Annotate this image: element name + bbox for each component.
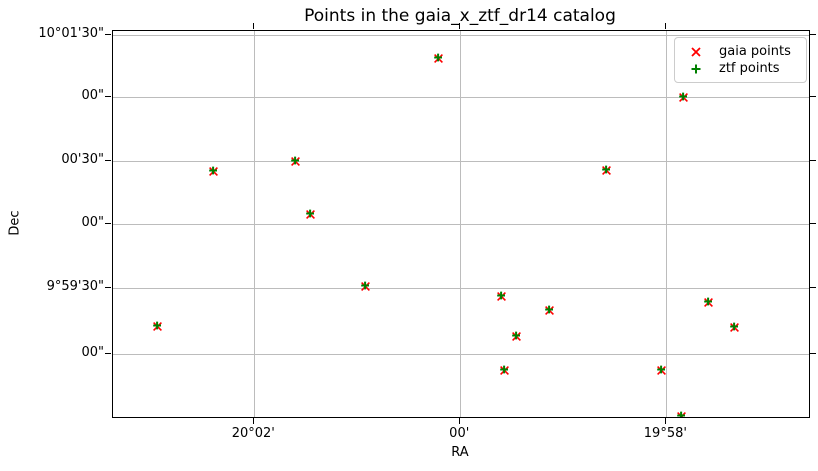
data-point-marker (433, 53, 443, 64)
ztf-plus-marker-icon (691, 64, 701, 73)
axis-tick (105, 352, 111, 354)
data-point-marker (360, 281, 370, 291)
legend: gaia points ztf points (674, 37, 807, 83)
grid-layer (113, 31, 809, 417)
data-point-marker (497, 292, 507, 302)
axis-tick (105, 223, 111, 225)
axis-tick (105, 33, 111, 35)
plot-area: gaia points ztf points (112, 30, 810, 418)
legend-label-gaia: gaia points (719, 44, 791, 59)
y-tick-label: 10°01'30" (38, 25, 104, 41)
y-tick-label: 00'30" (61, 152, 104, 167)
legend-row-ztf: ztf points (683, 60, 800, 77)
x-axis-label: RA (451, 445, 469, 460)
axis-tick (809, 223, 816, 225)
axis-tick (665, 23, 667, 29)
axis-tick (105, 96, 111, 97)
chart-title: Points in the gaia_x_ztf_dr14 catalog (304, 6, 616, 26)
y-tick-label: 00" (81, 344, 104, 360)
gridline-horizontal (113, 34, 809, 36)
data-point-marker (703, 297, 713, 308)
data-point-marker (153, 321, 163, 332)
gridline-vertical (460, 31, 462, 417)
axis-tick (105, 160, 111, 161)
data-point-marker (657, 365, 667, 376)
data-point-marker (601, 165, 611, 175)
gridline-vertical (666, 31, 668, 417)
axis-tick (665, 417, 667, 424)
axis-tick (809, 160, 816, 161)
data-point-marker (291, 156, 301, 166)
data-point-marker (677, 411, 687, 417)
axis-tick (809, 286, 816, 288)
data-point-marker (545, 305, 555, 315)
axis-tick (459, 417, 461, 424)
gridline-horizontal (113, 97, 809, 98)
gaia-x-marker-icon (691, 46, 701, 57)
y-tick-label: 9°59'30" (46, 278, 104, 294)
marker-layer (113, 31, 809, 417)
x-tick-label: 00' (449, 426, 470, 441)
y-tick-label: 00" (81, 215, 104, 231)
gridline-horizontal (113, 287, 809, 289)
axis-tick (809, 352, 816, 354)
axis-tick (459, 23, 461, 29)
gridline-horizontal (113, 353, 809, 355)
data-point-marker (511, 332, 521, 342)
axis-tick (105, 286, 111, 288)
gridline-horizontal (113, 161, 809, 162)
x-tick-label: 20°02' (231, 426, 275, 441)
axis-tick (809, 96, 816, 97)
axis-tick (253, 23, 255, 29)
x-tick-label: 19°58' (643, 426, 687, 441)
data-point-marker (729, 322, 739, 333)
legend-row-gaia: gaia points (683, 43, 800, 60)
gridline-vertical (254, 31, 256, 417)
axis-tick (809, 33, 816, 35)
axis-tick (253, 417, 255, 424)
data-point-marker (499, 365, 509, 375)
gridline-horizontal (113, 224, 809, 226)
y-tick-label: 00" (81, 88, 104, 103)
data-point-marker (305, 209, 315, 220)
data-point-marker (209, 166, 219, 177)
legend-label-ztf: ztf points (719, 61, 780, 76)
data-point-marker (678, 92, 688, 102)
